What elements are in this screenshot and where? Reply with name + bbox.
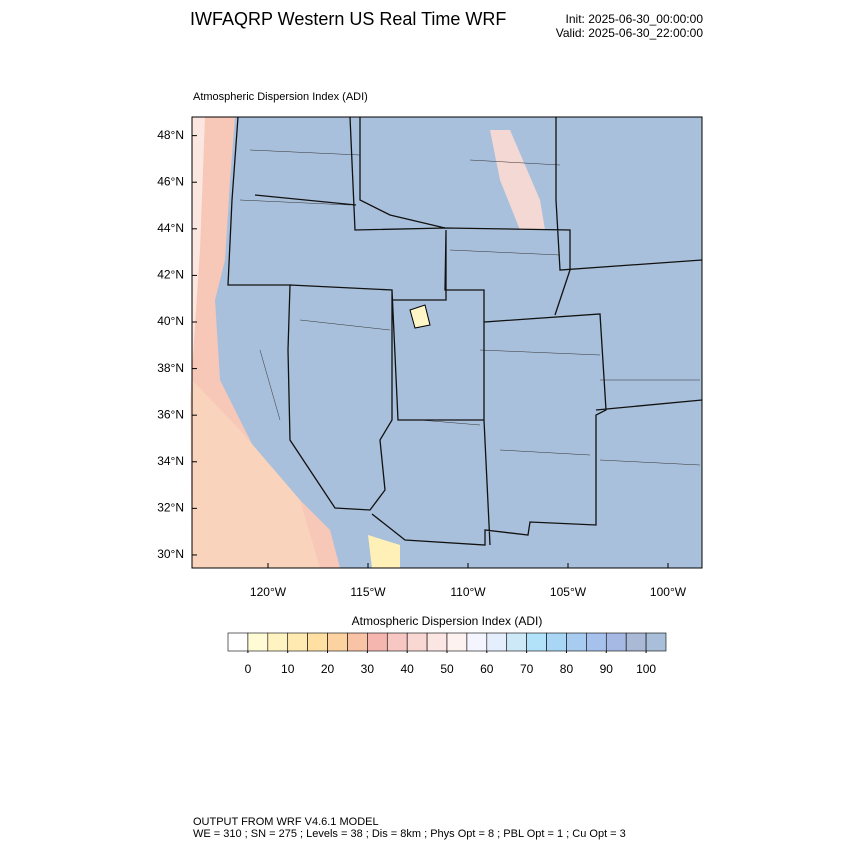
colorbar-label: 40	[401, 662, 415, 676]
title: IWFAQRP Western US Real Time WRF	[190, 9, 506, 29]
great-salt-lake	[409, 304, 431, 329]
colorbar-box	[426, 632, 448, 652]
colorbar-box	[386, 632, 408, 652]
colorbar-box	[466, 632, 488, 652]
y-tick-label: 40°N	[157, 314, 184, 328]
colorbar-box	[327, 632, 348, 652]
colorbar-box	[566, 632, 587, 652]
colorbar-box	[506, 632, 527, 652]
colorbar-box	[605, 632, 627, 652]
baja-region	[368, 535, 400, 568]
colorbar-title: Atmospheric Dispersion Index (ADI)	[352, 614, 543, 628]
montana-region	[490, 130, 545, 230]
colorbar-box	[347, 632, 368, 652]
y-tick-label: 34°N	[157, 454, 184, 468]
x-tick-label: 100°W	[650, 585, 687, 599]
colorbar-label: 0	[245, 662, 252, 676]
colorbar-box	[247, 632, 269, 652]
y-tick-label: 30°N	[157, 547, 184, 561]
colorbar-box	[526, 632, 547, 652]
colorbar-box	[586, 632, 607, 652]
colorbar-label: 50	[440, 662, 454, 676]
x-tick-label: 110°W	[450, 585, 486, 599]
y-tick-label: 42°N	[157, 268, 184, 282]
colorbar-label: 60	[480, 662, 494, 676]
colorbar-label: 20	[321, 662, 335, 676]
colorbar-label: 80	[560, 662, 574, 676]
map	[190, 116, 703, 569]
colorbar-box	[307, 632, 328, 652]
y-tick-label: 46°N	[157, 174, 184, 188]
map-frame	[191, 116, 703, 569]
colorbar-box	[645, 632, 667, 652]
y-tick-label: 44°N	[157, 221, 184, 235]
y-tick-label: 32°N	[157, 501, 184, 515]
footer-line: OUTPUT FROM WRF V4.6.1 MODEL	[193, 816, 379, 828]
colorbar-box	[287, 632, 308, 652]
x-tick-label: 120°W	[250, 585, 287, 599]
footer-line: WE = 310 ; SN = 275 ; Levels = 38 ; Dis …	[193, 828, 626, 840]
x-tick-label: 105°W	[550, 585, 587, 599]
valid-time: Valid: 2025-06-30_22:00:00	[556, 26, 704, 40]
colorbar-box	[406, 632, 428, 652]
x-tick-label: 115°W	[350, 585, 386, 599]
colorbar-label: 100	[636, 662, 656, 676]
colorbar-box	[486, 632, 508, 652]
colorbar-label: 10	[281, 662, 295, 676]
y-tick-label: 38°N	[157, 361, 184, 375]
field-label: Atmospheric Dispersion Index (ADI)	[193, 91, 368, 103]
colorbar-label: 70	[520, 662, 534, 676]
colorbar-label: 30	[361, 662, 375, 676]
y-tick-label: 36°N	[157, 407, 184, 421]
colorbar-box	[227, 632, 249, 652]
y-tick-label: 48°N	[157, 128, 184, 142]
south-coast-region	[192, 380, 320, 568]
init-time: Init: 2025-06-30_00:00:00	[566, 12, 704, 26]
colorbar-box	[267, 632, 289, 652]
colorbar-box	[367, 632, 388, 652]
colorbar-box	[625, 632, 647, 652]
colorbar-box	[446, 632, 468, 652]
colorbar-label: 90	[600, 662, 614, 676]
colorbar-box	[546, 632, 567, 652]
ocean-region	[190, 117, 205, 568]
